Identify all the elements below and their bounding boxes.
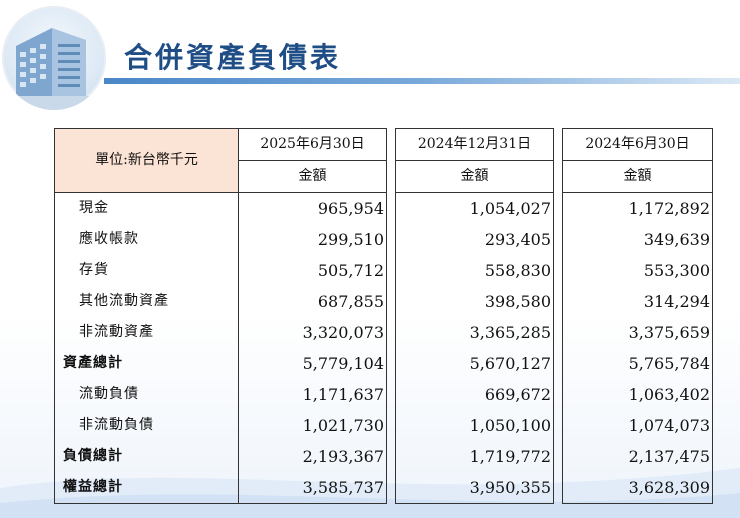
amount-cell: 558,830 bbox=[395, 255, 554, 286]
amount-cell: 3,365,285 bbox=[395, 317, 554, 348]
amount-cell: 965,954 bbox=[238, 192, 387, 224]
amount-cell: 1,074,073 bbox=[562, 410, 713, 441]
header-date-row: 單位:新台幣千元 2025年6月30日 2024年12月31日 2024年6月3… bbox=[54, 128, 713, 193]
building-icon bbox=[2, 28, 106, 110]
table-row: 非流動資產 3,320,073 3,365,285 3,375,659 bbox=[54, 317, 713, 348]
row-label: 流動負債 bbox=[54, 379, 239, 410]
table-row: 非流動負債 1,021,730 1,050,100 1,074,073 bbox=[54, 410, 713, 441]
table-row: 權益總計 3,585,737 3,950,355 3,628,309 bbox=[54, 472, 713, 504]
amount-cell: 1,171,637 bbox=[238, 379, 387, 410]
amount-cell: 5,765,784 bbox=[562, 348, 713, 379]
amount-cell: 1,050,100 bbox=[395, 410, 554, 441]
row-label: 應收帳款 bbox=[54, 224, 239, 255]
amount-cell: 1,054,027 bbox=[395, 192, 554, 224]
row-label: 權益總計 bbox=[54, 472, 239, 504]
amount-cell: 1,021,730 bbox=[238, 410, 387, 441]
header-amount-row: 金額 金額 金額 bbox=[55, 160, 713, 193]
column-amount-1: 金額 bbox=[238, 160, 387, 193]
table-row: 其他流動資產 687,855 398,580 314,294 bbox=[54, 286, 713, 317]
column-date-3: 2024年6月30日 bbox=[562, 128, 713, 161]
amount-cell: 3,628,309 bbox=[562, 472, 713, 504]
amount-cell: 5,779,104 bbox=[238, 348, 387, 379]
title-underline-bar bbox=[104, 78, 740, 84]
amount-cell: 3,950,355 bbox=[395, 472, 554, 504]
amount-cell: 398,580 bbox=[395, 286, 554, 317]
amount-cell: 5,670,127 bbox=[395, 348, 554, 379]
amount-cell: 2,137,475 bbox=[562, 441, 713, 472]
row-label: 負債總計 bbox=[54, 441, 239, 472]
table-row: 流動負債 1,171,637 669,672 1,063,402 bbox=[54, 379, 713, 410]
amount-cell: 2,193,367 bbox=[238, 441, 387, 472]
amount-cell: 314,294 bbox=[562, 286, 713, 317]
amount-cell: 299,510 bbox=[238, 224, 387, 255]
amount-cell: 553,300 bbox=[562, 255, 713, 286]
amount-cell: 669,672 bbox=[395, 379, 554, 410]
amount-cell: 1,719,772 bbox=[395, 441, 554, 472]
amount-cell: 3,585,737 bbox=[238, 472, 387, 504]
company-building-logo bbox=[2, 6, 106, 110]
amount-cell: 3,375,659 bbox=[562, 317, 713, 348]
amount-cell: 3,320,073 bbox=[238, 317, 387, 348]
table-row: 負債總計 2,193,367 1,719,772 2,137,475 bbox=[54, 441, 713, 472]
table-row: 現金 965,954 1,054,027 1,172,892 bbox=[54, 192, 713, 224]
balance-sheet-table: 單位:新台幣千元 2025年6月30日 2024年12月31日 2024年6月3… bbox=[54, 128, 713, 504]
amount-cell: 349,639 bbox=[562, 224, 713, 255]
column-date-2: 2024年12月31日 bbox=[395, 128, 554, 161]
unit-label: 單位:新台幣千元 bbox=[54, 128, 239, 193]
row-label: 資產總計 bbox=[54, 348, 239, 379]
row-label: 現金 bbox=[54, 192, 239, 224]
table-row: 存貨 505,712 558,830 553,300 bbox=[54, 255, 713, 286]
amount-cell: 1,172,892 bbox=[562, 192, 713, 224]
table-row: 資產總計 5,779,104 5,670,127 5,765,784 bbox=[54, 348, 713, 379]
amount-cell: 687,855 bbox=[238, 286, 387, 317]
amount-cell: 293,405 bbox=[395, 224, 554, 255]
row-label: 存貨 bbox=[54, 255, 239, 286]
row-label: 其他流動資產 bbox=[54, 286, 239, 317]
row-label: 非流動負債 bbox=[54, 410, 239, 441]
column-date-1: 2025年6月30日 bbox=[238, 128, 387, 161]
column-amount-2: 金額 bbox=[395, 160, 554, 193]
table-row: 應收帳款 299,510 293,405 349,639 bbox=[54, 224, 713, 255]
column-amount-3: 金額 bbox=[562, 160, 713, 193]
row-label: 非流動資產 bbox=[54, 317, 239, 348]
amount-cell: 1,063,402 bbox=[562, 379, 713, 410]
page-title: 合併資產負債表 bbox=[124, 41, 342, 74]
amount-cell: 505,712 bbox=[238, 255, 387, 286]
